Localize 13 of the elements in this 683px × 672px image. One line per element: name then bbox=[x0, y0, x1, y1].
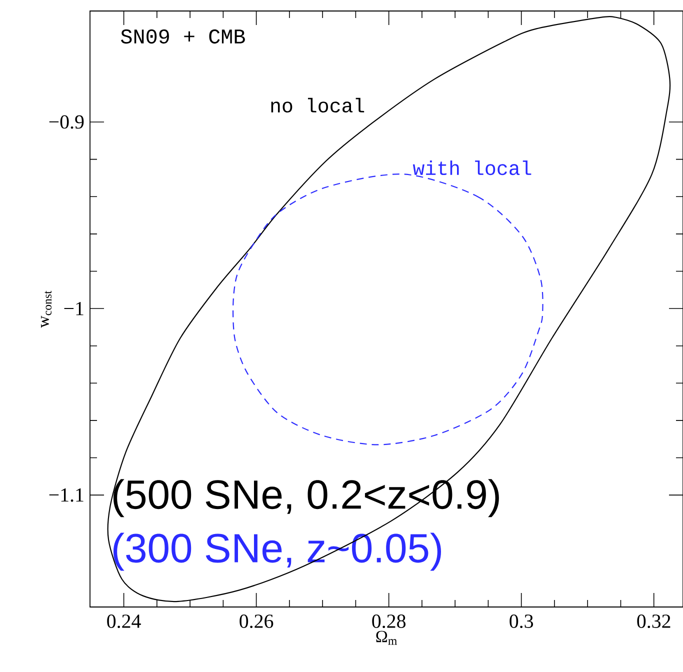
y-axis-title: w$_{const}$ bbox=[41, 290, 52, 328]
y-tick-label: −1.1 bbox=[49, 488, 84, 502]
annotation: SN09 + CMB bbox=[121, 29, 245, 44]
x-tick-label: 0.32 bbox=[637, 614, 670, 628]
y-tick-label: −1 bbox=[64, 302, 84, 316]
x-tick-label: 0.28 bbox=[372, 614, 406, 628]
y-tick-label: −0.9 bbox=[49, 115, 84, 129]
x-tick-label: 0.3 bbox=[510, 614, 534, 628]
annotation: with local bbox=[412, 160, 532, 176]
x-axis-title: Ω$_{m}$ bbox=[376, 630, 397, 645]
annotation: no local bbox=[271, 98, 364, 112]
x-tick-label: 0.24 bbox=[107, 614, 141, 628]
x-tick-label: 0.26 bbox=[240, 614, 274, 628]
